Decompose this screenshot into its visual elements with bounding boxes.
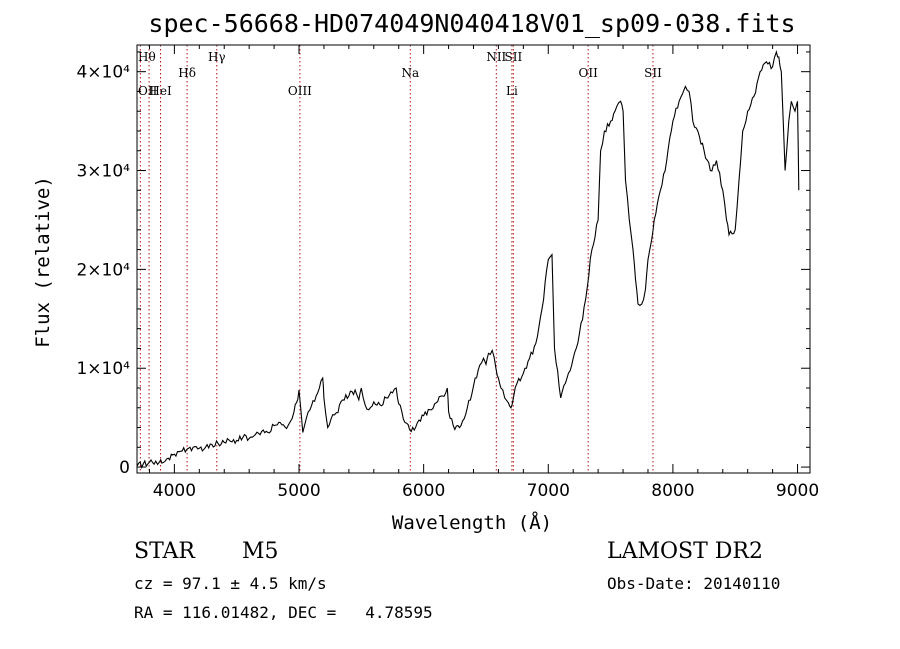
- object-subclass: M5: [242, 539, 279, 564]
- ra-dec: RA = 116.01482, DEC = 4.78595: [134, 603, 433, 622]
- spectral-line-label: NII: [486, 50, 506, 64]
- x-tick-label: 5000: [277, 481, 320, 501]
- x-axis-label: Wavelength (Å): [392, 511, 552, 534]
- plot-frame: [136, 44, 811, 474]
- survey-name: LAMOST DR2: [607, 539, 763, 564]
- y-axis-ticks: 0 1×10⁴ 2×10⁴ 3×10⁴ 4×10⁴: [76, 51, 810, 478]
- spectral-line-label: SII: [505, 50, 523, 64]
- y-axis-label: Flux (relative): [32, 176, 54, 348]
- x-tick-label: 8000: [651, 481, 694, 501]
- y-tick-label: 0: [119, 458, 130, 478]
- spectral-line-label: OII: [138, 84, 158, 98]
- x-tick-label: 4000: [153, 481, 196, 501]
- y-tick-label: 2×10⁴: [76, 260, 130, 280]
- spectral-line-label: Na: [401, 66, 419, 80]
- object-class: STAR: [134, 539, 195, 564]
- spectrum-line: [136, 49, 800, 469]
- x-axis-ticks: 4000 5000 6000 7000 8000 9000: [148, 45, 819, 501]
- spectral-line-label: Hγ: [208, 50, 226, 64]
- chart-title: spec-56668-HD074049N040418V01_sp09-038.f…: [148, 9, 795, 38]
- x-tick-label: 9000: [776, 481, 819, 501]
- x-tick-label: 6000: [402, 481, 445, 501]
- x-tick-label: 7000: [527, 481, 570, 501]
- spectral-line-label: Hθ: [138, 50, 156, 64]
- spectral-line-label: OIII: [288, 84, 312, 98]
- y-tick-label: 4×10⁴: [76, 63, 130, 83]
- spectral-line-label: Li: [506, 84, 518, 98]
- y-tick-label: 3×10⁴: [76, 162, 130, 182]
- spectral-line-label: HeI: [149, 84, 172, 98]
- spectral-line-label: Hδ: [178, 66, 196, 80]
- observation-date: Obs-Date: 20140110: [607, 574, 781, 593]
- spectral-line-label: SII: [644, 66, 662, 80]
- y-tick-label: 1×10⁴: [76, 359, 130, 379]
- spectral-line-label: OII: [578, 66, 598, 80]
- redshift-cz: cz = 97.1 ± 4.5 km/s: [134, 574, 327, 593]
